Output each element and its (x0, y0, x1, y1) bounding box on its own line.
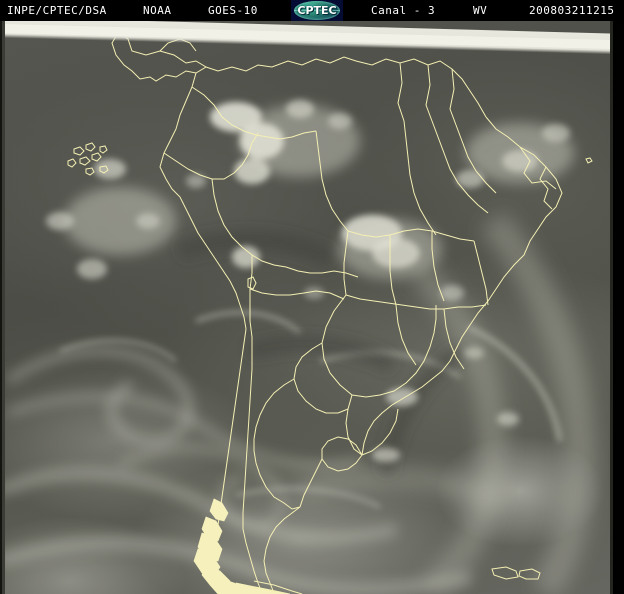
coastline-and-border-overlay (0, 21, 624, 594)
satellite-image-canvas (0, 21, 624, 594)
left-frame-edge (0, 21, 2, 594)
cptec-logo: CPTEC (291, 0, 343, 21)
wv-flow-filaments (0, 211, 596, 594)
globe-icon (294, 1, 340, 20)
channel-label: Canal - 3 (371, 4, 436, 17)
image-header-bar: INPE/CPTEC/DSA NOAA GOES-10 CPTEC Canal … (0, 0, 624, 21)
right-frame-edge (610, 21, 613, 594)
timestamp-label: 200803211215 (529, 4, 615, 17)
left-frame-border (0, 21, 5, 594)
operator-label: NOAA (143, 4, 172, 17)
agency-label: INPE/CPTEC/DSA (7, 4, 107, 17)
product-label: WV (473, 4, 488, 17)
cptec-logo-text: CPTEC (297, 4, 337, 17)
water-vapour-raster (0, 21, 624, 594)
satellite-label: GOES-10 (208, 4, 258, 17)
right-frame-border (613, 21, 624, 594)
